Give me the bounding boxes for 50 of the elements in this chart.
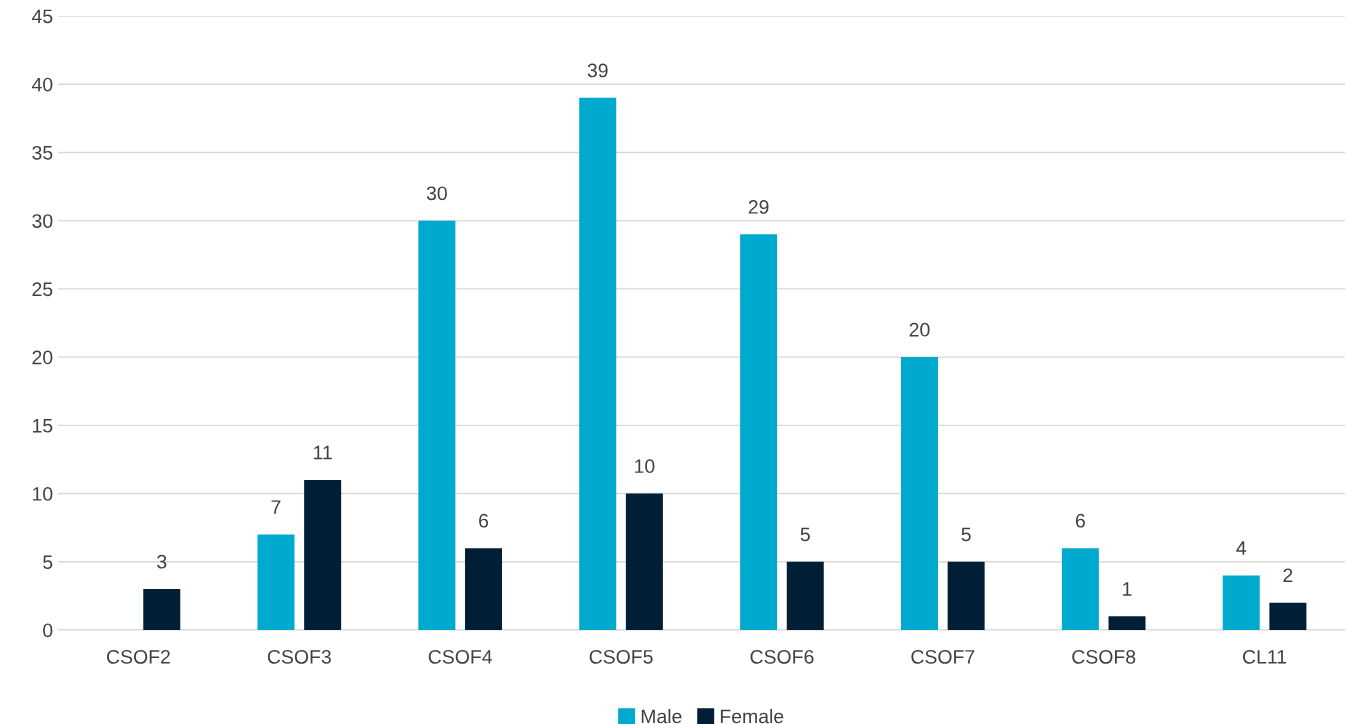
bar: [304, 479, 342, 630]
y-tick-label: 5: [43, 555, 53, 570]
bar: [579, 97, 617, 630]
data-label: 11: [314, 445, 332, 460]
data-label: 2: [1283, 568, 1293, 583]
x-tick-label: CSOF2: [107, 649, 170, 664]
bar: [740, 234, 778, 630]
data-label: 1: [1123, 582, 1132, 596]
x-tick-label: CSOF6: [750, 649, 814, 664]
data-label: 6: [1075, 513, 1085, 528]
bar: [418, 220, 456, 630]
data-label: 5: [800, 527, 810, 542]
legend-label: Female: [720, 709, 784, 724]
bar: [1108, 616, 1146, 630]
x-tick-label: CSOF5: [589, 649, 653, 664]
y-tick-label: 35: [32, 145, 53, 160]
x-tick-label: CL11: [1243, 649, 1287, 664]
bar: [1269, 602, 1307, 630]
data-label: 30: [426, 186, 447, 201]
x-tick-label: CSOF3: [267, 649, 331, 664]
y-tick-label: 20: [32, 350, 53, 365]
data-label: 3: [157, 554, 167, 569]
y-tick-label: 45: [31, 9, 53, 24]
y-tick-label: 25: [32, 282, 53, 297]
x-tick-label: CSOF4: [428, 649, 493, 664]
bar: [900, 357, 938, 630]
bar: [465, 548, 503, 630]
bar: [625, 493, 663, 630]
data-label: 4: [1236, 541, 1247, 555]
bar: [143, 589, 181, 630]
data-label: 5: [961, 527, 971, 542]
x-tick-label: CSOF8: [1072, 649, 1136, 664]
x-tick-label: CSOF7: [911, 649, 975, 664]
y-tick-label: 10: [33, 487, 53, 501]
data-label: 7: [271, 500, 281, 514]
bar: [1061, 548, 1099, 630]
data-label: 10: [635, 459, 655, 474]
bar: [1222, 575, 1260, 630]
data-label: 39: [587, 63, 608, 78]
y-tick-label: 40: [31, 77, 53, 92]
y-tick-label: 0: [43, 623, 53, 638]
bar: [947, 561, 985, 630]
data-label: 20: [909, 322, 930, 337]
bar: [786, 561, 824, 630]
bar: [257, 534, 295, 630]
y-tick-label: 30: [32, 214, 53, 228]
data-label: 6: [479, 513, 489, 528]
data-label: 29: [748, 200, 769, 214]
y-tick-label: 15: [33, 419, 53, 433]
legend-label: Male: [641, 709, 682, 724]
